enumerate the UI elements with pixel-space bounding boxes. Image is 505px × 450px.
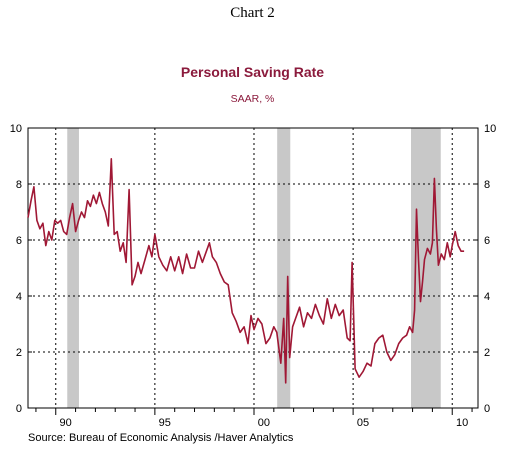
y-tick-label-left: 2 (16, 347, 22, 359)
source-note: Source: Bureau of Economic Analysis /Hav… (28, 432, 294, 444)
x-tick-label: 10 (456, 417, 468, 429)
y-tick-label-right: 0 (484, 403, 490, 415)
x-tick-label: 00 (258, 417, 270, 429)
x-tick-label: 05 (357, 417, 369, 429)
plot-frame (27, 127, 479, 409)
y-tick-label-right: 2 (484, 347, 490, 359)
recession-band-1 (67, 128, 79, 408)
recession-bands (67, 128, 441, 408)
recession-band-2 (277, 128, 291, 408)
y-tick-label-left: 0 (16, 403, 22, 415)
x-tick-label: 95 (159, 417, 171, 429)
gridlines (28, 128, 478, 408)
y-tick-label-left: 6 (16, 235, 22, 247)
y-tick-label-left: 10 (10, 123, 22, 135)
x-tick-label: 90 (60, 417, 72, 429)
y-tick-label-right: 10 (484, 123, 496, 135)
y-tick-label-left: 8 (16, 179, 22, 191)
y-tick-label-left: 4 (16, 291, 22, 303)
y-tick-label-right: 4 (484, 291, 490, 303)
series-line-personal-saving-rate (27, 158, 465, 384)
chart-title: Personal Saving Rate (180, 64, 325, 80)
y-tick-label-right: 6 (484, 235, 490, 247)
y-tick-label-right: 8 (484, 179, 490, 191)
chart-number: Chart 2 (230, 5, 275, 21)
chart-subtitle: SAAR, % (230, 93, 275, 105)
axis-ticks (28, 127, 478, 415)
